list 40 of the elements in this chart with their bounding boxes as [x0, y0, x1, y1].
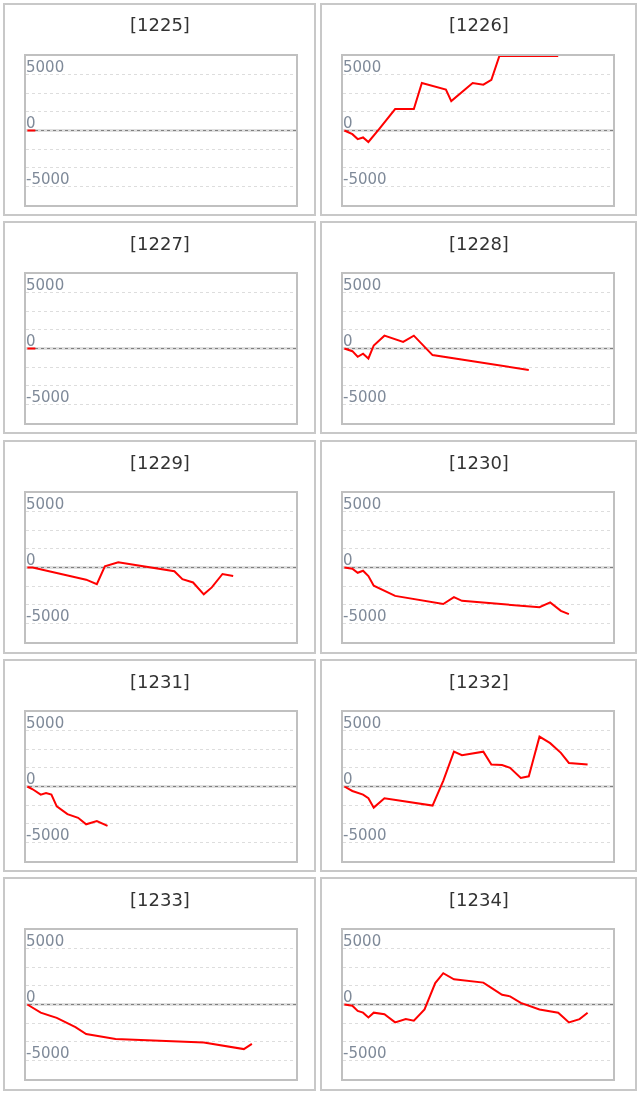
y-tick-label: 0	[26, 769, 36, 788]
chart-title: [1234]	[449, 889, 509, 910]
chart-title: [1225]	[130, 14, 190, 35]
chart-title: [1229]	[130, 452, 190, 473]
y-tick-label: 0	[343, 331, 353, 350]
y-tick-label: 5000	[343, 494, 382, 513]
y-tick-label: 5000	[26, 931, 65, 950]
y-tick-label: -5000	[26, 606, 70, 625]
y-tick-label: -5000	[343, 825, 387, 844]
y-tick-label: 0	[343, 987, 353, 1006]
y-tick-label: 5000	[343, 275, 382, 294]
y-tick-label: 5000	[343, 931, 382, 950]
y-tick-label: 0	[343, 550, 353, 569]
y-tick-label: 0	[343, 113, 353, 132]
y-tick-label: -5000	[343, 606, 387, 625]
y-tick-label: -5000	[343, 387, 387, 406]
chart-title: [1230]	[449, 452, 509, 473]
chart-title: [1232]	[449, 671, 509, 692]
y-tick-label: 5000	[26, 57, 65, 76]
y-tick-label: 5000	[343, 713, 382, 732]
y-tick-label: 5000	[26, 494, 65, 513]
y-tick-label: 5000	[26, 713, 65, 732]
chart-title: [1227]	[130, 233, 190, 254]
y-tick-label: -5000	[26, 169, 70, 188]
y-tick-label: 0	[343, 769, 353, 788]
chart-title: [1231]	[130, 671, 190, 692]
y-tick-label: 5000	[26, 275, 65, 294]
y-tick-label: 0	[26, 987, 36, 1006]
y-tick-label: -5000	[343, 169, 387, 188]
chart-title: [1226]	[449, 14, 509, 35]
chart-title: [1228]	[449, 233, 509, 254]
y-tick-label: -5000	[343, 1043, 387, 1062]
y-tick-label: -5000	[26, 387, 70, 406]
y-tick-label: 5000	[343, 57, 382, 76]
chart-title: [1233]	[130, 889, 190, 910]
y-tick-label: 0	[26, 331, 36, 350]
y-tick-label: -5000	[26, 825, 70, 844]
y-tick-label: 0	[26, 113, 36, 132]
y-tick-label: 0	[26, 550, 36, 569]
y-tick-label: -5000	[26, 1043, 70, 1062]
